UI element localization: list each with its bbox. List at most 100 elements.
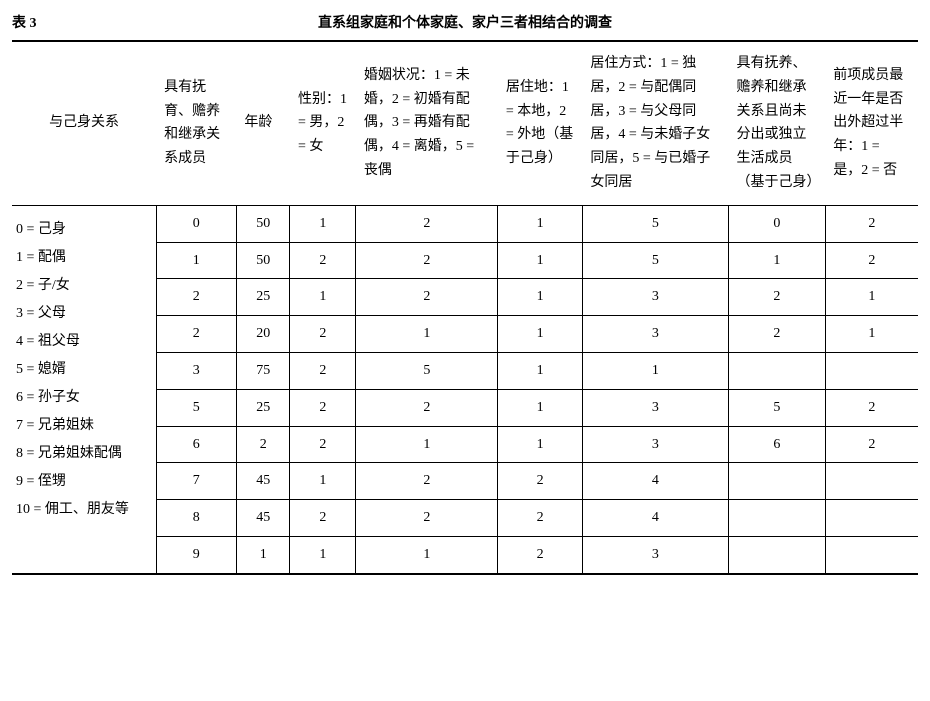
cell-living: 3 (582, 279, 728, 316)
col-member: 具有抚育、赡养和继承关系成员 (156, 41, 236, 205)
cell-age: 50 (236, 205, 290, 242)
cell-residence: 1 (498, 426, 582, 463)
cell-gender: 1 (290, 463, 356, 500)
table-row: 0 = 己身1 = 配偶2 = 子/女3 = 父母4 = 祖父母5 = 媳婿6 … (12, 205, 918, 242)
legend-line: 3 = 父母 (16, 300, 146, 328)
cell-residence: 1 (498, 242, 582, 279)
cell-marital: 5 (356, 352, 498, 389)
cell-away (825, 500, 918, 537)
cell-gender: 2 (290, 316, 356, 353)
cell-residence: 1 (498, 316, 582, 353)
relation-legend: 0 = 己身1 = 配偶2 = 子/女3 = 父母4 = 祖父母5 = 媳婿6 … (12, 205, 156, 573)
cell-living: 5 (582, 205, 728, 242)
col-residence: 居住地：1 = 本地，2 = 外地（基于己身） (498, 41, 582, 205)
cell-member: 0 (156, 205, 236, 242)
cell-dependent (729, 500, 826, 537)
cell-age: 50 (236, 242, 290, 279)
cell-age: 20 (236, 316, 290, 353)
cell-marital: 2 (356, 279, 498, 316)
cell-living: 4 (582, 500, 728, 537)
cell-marital: 2 (356, 389, 498, 426)
cell-marital: 1 (356, 316, 498, 353)
cell-away (825, 536, 918, 573)
cell-member: 2 (156, 279, 236, 316)
cell-dependent (729, 536, 826, 573)
cell-residence: 1 (498, 279, 582, 316)
cell-dependent (729, 352, 826, 389)
cell-residence: 2 (498, 500, 582, 537)
cell-marital: 2 (356, 463, 498, 500)
cell-away: 1 (825, 279, 918, 316)
cell-marital: 2 (356, 242, 498, 279)
table-title: 直系组家庭和个体家庭、家户三者相结合的调查 (92, 12, 918, 32)
cell-gender: 1 (290, 279, 356, 316)
cell-gender: 2 (290, 352, 356, 389)
cell-away: 2 (825, 205, 918, 242)
cell-away (825, 352, 918, 389)
table-heading: 表 3 直系组家庭和个体家庭、家户三者相结合的调查 (12, 12, 918, 32)
cell-residence: 1 (498, 205, 582, 242)
cell-gender: 2 (290, 242, 356, 279)
cell-dependent (729, 463, 826, 500)
table-label: 表 3 (12, 12, 92, 32)
cell-gender: 1 (290, 205, 356, 242)
cell-dependent: 1 (729, 242, 826, 279)
cell-marital: 2 (356, 500, 498, 537)
cell-residence: 2 (498, 536, 582, 573)
col-marital: 婚姻状况：1 = 未婚，2 = 初婚有配偶，3 = 再婚有配偶，4 = 离婚，5… (356, 41, 498, 205)
cell-gender: 2 (290, 389, 356, 426)
cell-living: 3 (582, 316, 728, 353)
cell-age: 25 (236, 279, 290, 316)
cell-living: 4 (582, 463, 728, 500)
cell-away: 2 (825, 242, 918, 279)
cell-gender: 2 (290, 500, 356, 537)
col-relation: 与己身关系 (12, 41, 156, 205)
survey-table: 与己身关系 具有抚育、赡养和继承关系成员 年龄 性别：1 = 男，2 = 女 婚… (12, 40, 918, 575)
col-gender: 性别：1 = 男，2 = 女 (290, 41, 356, 205)
cell-member: 5 (156, 389, 236, 426)
cell-residence: 1 (498, 352, 582, 389)
cell-member: 8 (156, 500, 236, 537)
cell-dependent: 6 (729, 426, 826, 463)
legend-line: 1 = 配偶 (16, 244, 146, 272)
cell-member: 6 (156, 426, 236, 463)
cell-residence: 2 (498, 463, 582, 500)
col-dependent: 具有抚养、赡养和继承关系且尚未分出或独立生活成员（基于己身） (729, 41, 826, 205)
legend-line: 0 = 己身 (16, 216, 146, 244)
cell-dependent: 0 (729, 205, 826, 242)
legend-line: 6 = 孙子女 (16, 384, 146, 412)
cell-marital: 2 (356, 205, 498, 242)
cell-member: 7 (156, 463, 236, 500)
cell-gender: 2 (290, 426, 356, 463)
cell-away: 2 (825, 426, 918, 463)
cell-age: 45 (236, 463, 290, 500)
cell-member: 1 (156, 242, 236, 279)
table-body: 0 = 己身1 = 配偶2 = 子/女3 = 父母4 = 祖父母5 = 媳婿6 … (12, 205, 918, 573)
col-away: 前项成员最近一年是否出外超过半年：1 = 是，2 = 否 (825, 41, 918, 205)
cell-living: 3 (582, 426, 728, 463)
cell-residence: 1 (498, 389, 582, 426)
cell-age: 45 (236, 500, 290, 537)
cell-living: 3 (582, 536, 728, 573)
cell-member: 2 (156, 316, 236, 353)
cell-dependent: 2 (729, 279, 826, 316)
cell-dependent: 2 (729, 316, 826, 353)
cell-age: 1 (236, 536, 290, 573)
cell-living: 3 (582, 389, 728, 426)
col-living: 居住方式：1 = 独居，2 = 与配偶同居，3 = 与父母同居，4 = 与未婚子… (582, 41, 728, 205)
cell-marital: 1 (356, 536, 498, 573)
cell-member: 9 (156, 536, 236, 573)
cell-age: 25 (236, 389, 290, 426)
cell-living: 5 (582, 242, 728, 279)
cell-marital: 1 (356, 426, 498, 463)
legend-line: 10 = 佣工、朋友等 (16, 496, 146, 524)
legend-line: 4 = 祖父母 (16, 328, 146, 356)
cell-member: 3 (156, 352, 236, 389)
cell-dependent: 5 (729, 389, 826, 426)
legend-line: 7 = 兄弟姐妹 (16, 412, 146, 440)
cell-gender: 1 (290, 536, 356, 573)
col-age: 年龄 (236, 41, 290, 205)
cell-age: 2 (236, 426, 290, 463)
cell-age: 75 (236, 352, 290, 389)
legend-line: 5 = 媳婿 (16, 356, 146, 384)
